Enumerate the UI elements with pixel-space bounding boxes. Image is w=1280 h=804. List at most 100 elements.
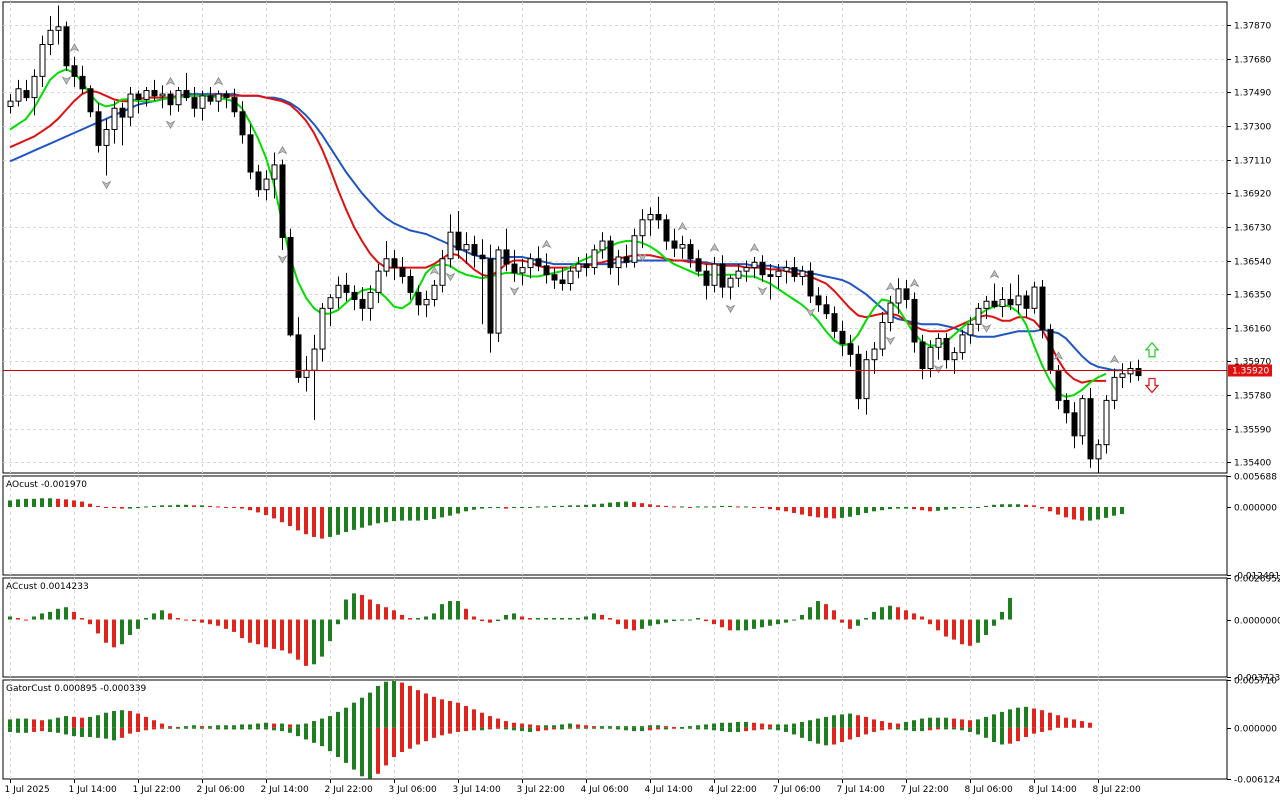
histogram-bar [600,726,604,728]
histogram-bar [536,725,540,728]
histogram-bar [840,714,844,728]
histogram-bar [800,614,804,620]
histogram-bar [88,503,92,507]
histogram-bar [920,506,924,511]
candle-bear [759,261,766,276]
histogram-bar [584,504,588,507]
histogram-bar [1008,727,1012,744]
histogram-bar [712,727,716,731]
histogram-bar [632,726,636,728]
candle-bear [847,343,854,355]
panel-frame-1 [2,475,1228,576]
candle-bear [1055,369,1062,401]
histogram-bar [216,619,220,626]
histogram-bar [584,616,588,620]
histogram-bar [144,618,148,620]
candle-bull [983,300,990,309]
histogram-bar [184,504,188,507]
x-tick-label: 2 Jul 14:00 [261,785,310,795]
histogram-bar [1048,506,1052,512]
histogram-bar [992,504,996,507]
histogram-bar [272,727,276,731]
histogram-bar [1104,506,1108,518]
histogram-bar [224,727,228,730]
histogram-bar [504,721,508,728]
histogram-bar [680,727,684,729]
histogram-bar [376,506,380,524]
histogram-bar [784,506,788,512]
fractal-down-arrow [757,286,768,296]
histogram-bar [360,594,364,620]
x-tick-label: 4 Jul 14:00 [645,785,694,795]
histogram-bar [856,727,860,737]
fractal-down-arrow [61,76,72,85]
histogram-bar [16,499,20,507]
histogram-bar [328,727,332,752]
histogram-bar [1120,506,1124,515]
candle-bull [599,240,606,251]
histogram-bar [1080,506,1084,521]
candle-bear [823,304,830,315]
histogram-bar [880,506,884,511]
histogram-bar [16,618,20,620]
histogram-bar [392,680,396,728]
candle-bull [935,337,942,348]
histogram-bar [296,724,300,728]
histogram-bar [104,506,108,508]
candle-bear [479,254,486,260]
histogram-bar [160,723,164,728]
candle-bull [175,90,182,106]
histogram-bar [288,619,292,654]
histogram-bar [264,506,268,516]
candle-bear [719,263,726,288]
histogram-bar [424,727,428,742]
histogram-bar [328,506,332,537]
histogram-bar [352,727,356,770]
histogram-bar [120,506,124,509]
histogram-bar [408,685,412,728]
histogram-bar [488,727,492,730]
histogram-bar [856,619,860,626]
histogram-bar [656,619,660,625]
current-price-label: 1.35920 [1232,367,1269,377]
histogram-bar [992,619,996,626]
candle-bear [119,107,126,118]
histogram-bar [792,727,796,735]
histogram-bar [736,619,740,631]
histogram-bar [160,505,164,507]
histogram-bar [728,727,732,732]
histogram-bar [568,505,572,507]
candle-bull [439,258,446,286]
histogram-bar [816,506,820,518]
histogram-bar [752,727,756,731]
histogram-bar [528,618,532,620]
fractal-down-arrow [445,272,456,282]
histogram-bar [784,619,788,623]
histogram-bar [744,506,748,508]
candle-bear [407,275,414,293]
histogram-bar [88,716,92,728]
histogram-bar [168,613,172,620]
histogram-bar [632,502,636,507]
y-tick-label: 1.37490 [1234,89,1271,99]
histogram-bar [432,613,436,620]
candle-bull [319,307,326,350]
histogram-bar [656,727,660,730]
histogram-bar [304,723,308,728]
histogram-bar [56,608,60,620]
histogram-bar [832,610,836,620]
histogram-bar [40,727,44,732]
candle-bull [799,270,806,277]
histogram-bar [40,498,44,507]
candle-bull [495,249,502,334]
histogram-bar [592,727,596,729]
histogram-bar [40,720,44,728]
histogram-bar [208,505,212,507]
histogram-bar [312,506,316,537]
alligator-teeth-line [9,89,1106,384]
candle-bull [15,88,22,102]
candle-bull [591,249,598,269]
histogram-bar [240,619,244,639]
histogram-bar [1016,504,1020,507]
